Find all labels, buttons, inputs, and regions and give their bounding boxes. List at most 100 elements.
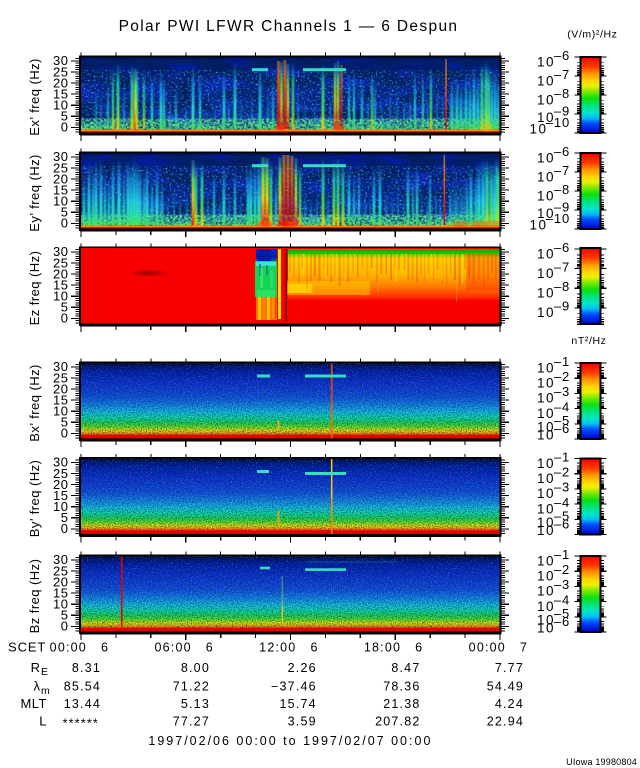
svg-text:207.82: 207.82 [375, 715, 420, 729]
svg-text:–8: –8 [554, 279, 570, 294]
svg-text:22.94: 22.94 [487, 715, 524, 729]
svg-text:10: 10 [53, 404, 68, 419]
svg-text:–8: –8 [554, 86, 570, 101]
svg-text:–10: –10 [546, 115, 570, 130]
svg-text:–6: –6 [554, 614, 570, 629]
svg-text:–2: –2 [554, 562, 570, 577]
svg-text:0: 0 [61, 216, 69, 231]
svg-text:15.74: 15.74 [280, 697, 317, 711]
svg-text:85.54: 85.54 [64, 680, 101, 694]
svg-text:–6: –6 [554, 48, 570, 63]
svg-text:10: 10 [537, 110, 555, 125]
svg-text:1997/02/06 00:00 to 1997/02/07: 1997/02/06 00:00 to 1997/02/07 00:00 [148, 734, 432, 748]
svg-text:10: 10 [537, 456, 555, 471]
svg-text:10: 10 [537, 92, 555, 107]
svg-text:Ey’ freq (Hz): Ey’ freq (Hz) [27, 154, 42, 232]
svg-text:–3: –3 [554, 384, 570, 399]
svg-text:10: 10 [537, 471, 555, 486]
svg-text:20: 20 [53, 381, 68, 396]
svg-text:5: 5 [61, 300, 69, 315]
svg-text:25: 25 [53, 466, 68, 481]
svg-text:0: 0 [61, 521, 69, 536]
svg-text:30: 30 [53, 552, 68, 567]
svg-text:–1: –1 [554, 354, 570, 369]
svg-text:10: 10 [537, 406, 555, 421]
svg-text:–4: –4 [554, 399, 570, 414]
svg-text:21.38: 21.38 [383, 697, 420, 711]
svg-text:–6: –6 [554, 421, 570, 436]
svg-text:25: 25 [53, 255, 68, 270]
svg-text:10: 10 [537, 599, 555, 614]
svg-text:10: 10 [537, 188, 555, 203]
svg-text:8.47: 8.47 [391, 661, 420, 675]
svg-text:UIowa 19980804: UIowa 19980804 [566, 757, 637, 767]
svg-text:25: 25 [53, 563, 68, 578]
svg-text:4.24: 4.24 [495, 697, 524, 711]
svg-text:20: 20 [53, 477, 68, 492]
svg-text:10: 10 [529, 121, 547, 136]
svg-text:–5: –5 [554, 509, 570, 524]
svg-text:0: 0 [61, 120, 69, 135]
svg-text:77.27: 77.27 [173, 715, 210, 729]
svg-text:E: E [41, 666, 48, 678]
svg-text:******: ****** [63, 716, 99, 730]
svg-text:06:00 6: 06:00 6 [154, 641, 213, 655]
svg-text:SCET: SCET [8, 640, 46, 655]
svg-text:10: 10 [537, 427, 555, 442]
svg-text:–9: –9 [554, 103, 570, 118]
svg-text:10: 10 [53, 597, 68, 612]
svg-text:λ: λ [34, 679, 41, 694]
svg-text:10: 10 [537, 613, 555, 628]
svg-text:25: 25 [53, 370, 68, 385]
svg-text:30: 30 [53, 455, 68, 470]
svg-text:10: 10 [53, 194, 68, 209]
svg-text:R: R [31, 660, 40, 675]
svg-text:30: 30 [53, 359, 68, 374]
svg-text:–9: –9 [554, 199, 570, 214]
svg-text:–4: –4 [554, 495, 570, 510]
svg-text:18:00 6: 18:00 6 [364, 641, 423, 655]
svg-text:–7: –7 [554, 163, 570, 178]
svg-text:10: 10 [53, 98, 68, 113]
svg-text:10: 10 [537, 553, 555, 568]
svg-text:L: L [39, 714, 47, 729]
svg-text:10: 10 [537, 305, 555, 320]
svg-text:Bz freq (Hz): Bz freq (Hz) [27, 559, 42, 634]
svg-text:10: 10 [537, 391, 555, 406]
svg-text:5: 5 [61, 608, 69, 623]
svg-text:7.77: 7.77 [495, 661, 524, 675]
svg-text:10: 10 [537, 501, 555, 516]
svg-text:5: 5 [61, 109, 69, 124]
svg-text:20: 20 [53, 171, 68, 186]
svg-text:8.00: 8.00 [181, 661, 210, 675]
svg-text:–6: –6 [554, 516, 570, 531]
svg-text:71.22: 71.22 [173, 680, 210, 694]
svg-text:10: 10 [537, 246, 555, 261]
svg-text:–8: –8 [554, 182, 570, 197]
svg-text:–1: –1 [554, 449, 570, 464]
svg-text:m: m [41, 685, 50, 697]
svg-text:–3: –3 [554, 577, 570, 592]
svg-text:nT²/Hz: nT²/Hz [571, 335, 606, 347]
svg-text:–6: –6 [554, 240, 570, 255]
svg-text:30: 30 [53, 244, 68, 259]
svg-text:10: 10 [537, 376, 555, 391]
svg-text:15: 15 [53, 182, 68, 197]
svg-text:10: 10 [537, 73, 555, 88]
svg-text:–5: –5 [554, 413, 570, 428]
svg-text:10: 10 [537, 54, 555, 69]
svg-text:–9: –9 [554, 299, 570, 314]
svg-text:20: 20 [53, 574, 68, 589]
svg-text:20: 20 [53, 266, 68, 281]
svg-text:10: 10 [537, 420, 555, 435]
svg-text:Polar PWI LFWR Channels 1 — 6: Polar PWI LFWR Channels 1 — 6 Despun [119, 18, 459, 35]
svg-text:10: 10 [529, 217, 547, 232]
svg-text:12:00 6: 12:00 6 [259, 641, 318, 655]
svg-text:10: 10 [537, 266, 555, 281]
svg-text:–7: –7 [554, 67, 570, 82]
svg-text:–5: –5 [554, 606, 570, 621]
svg-text:00:00 7: 00:00 7 [469, 641, 528, 655]
svg-text:54.49: 54.49 [487, 680, 524, 694]
svg-text:78.36: 78.36 [383, 680, 420, 694]
svg-text:15: 15 [53, 277, 68, 292]
